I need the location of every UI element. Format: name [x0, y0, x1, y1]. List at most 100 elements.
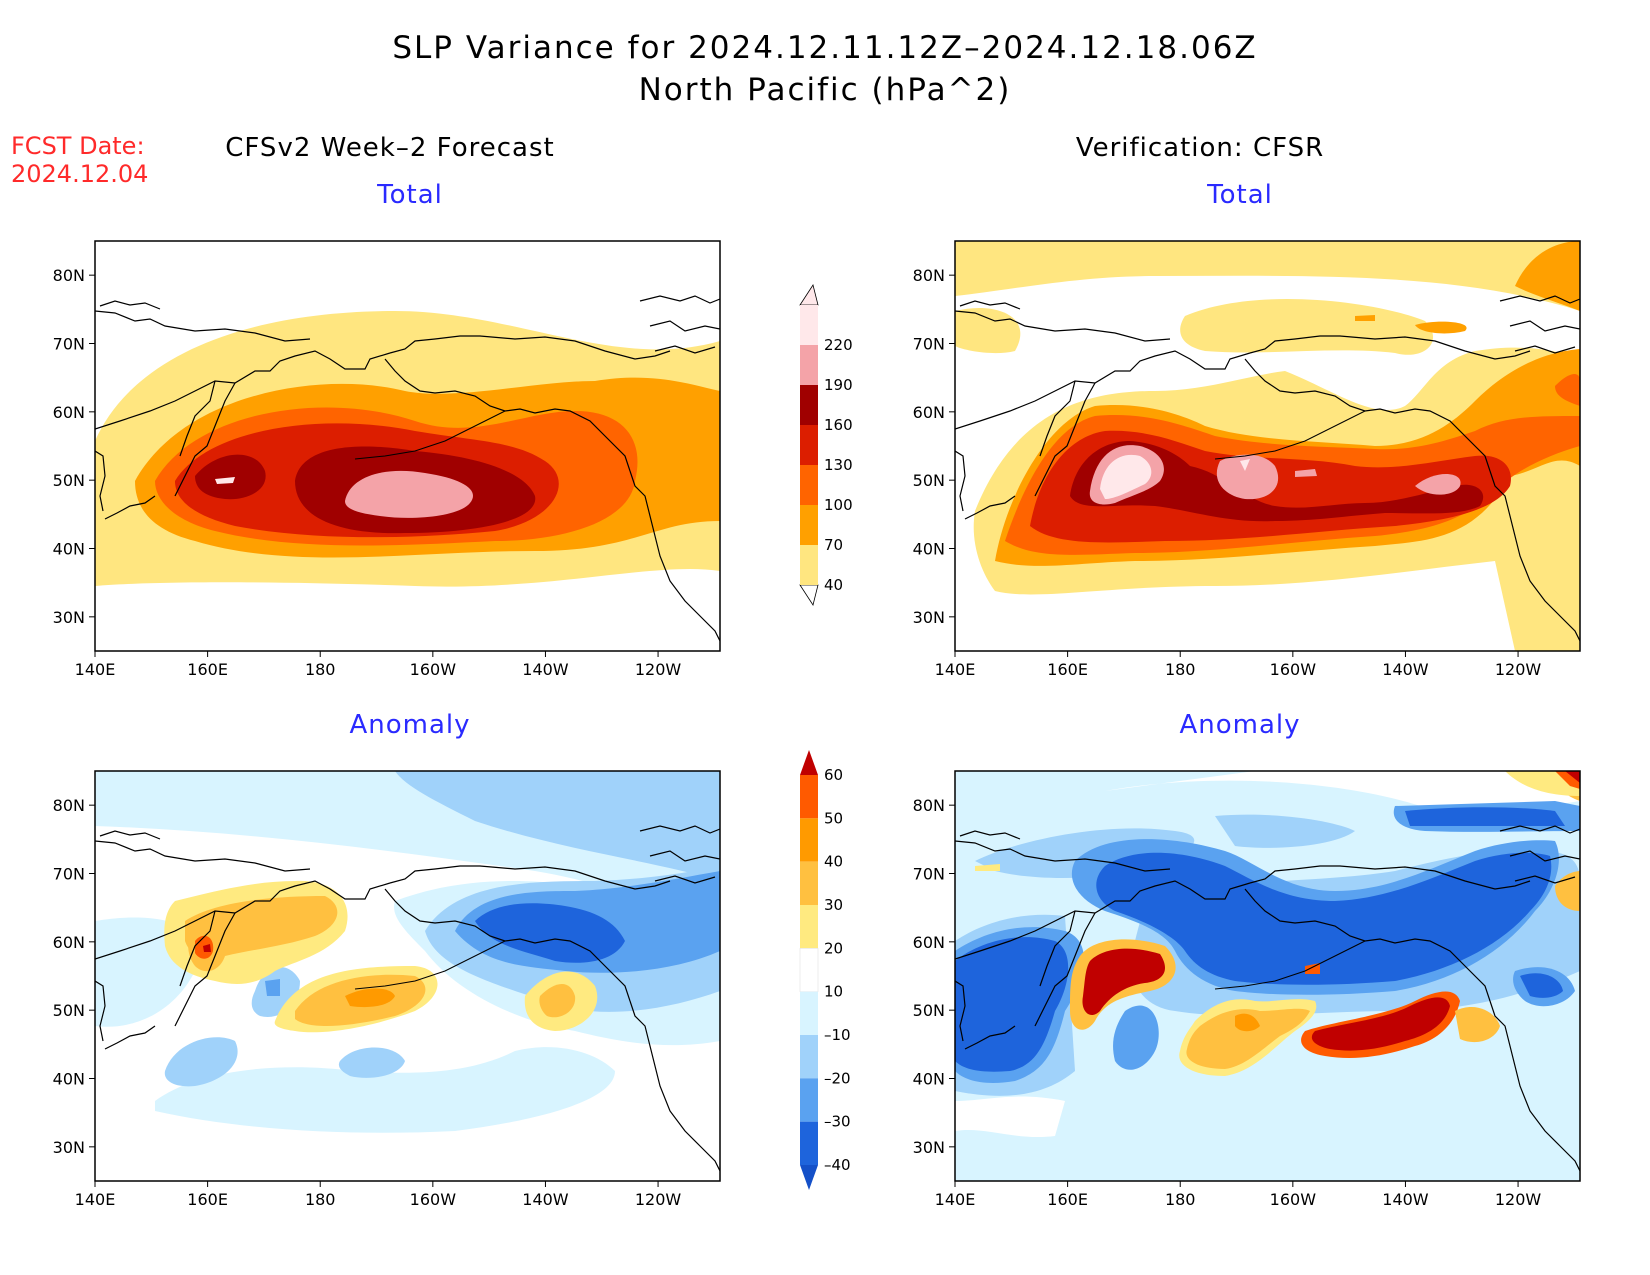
colorbar-box [800, 505, 818, 545]
lon-tick-label: 180 [305, 660, 336, 679]
map-frame [94, 240, 721, 652]
lat-tick-label: 80N [53, 796, 85, 815]
lat-tick-label: 60N [913, 403, 945, 422]
lat-tick-label: 30N [53, 608, 85, 627]
lon-tick-label: 140E [935, 1190, 976, 1209]
fcst-date-label: FCST Date: [11, 132, 145, 160]
lat-tick-label: 60N [53, 933, 85, 952]
colorbar-box [800, 991, 818, 1035]
panel-subtitle-verif-total: Total [1207, 180, 1273, 210]
colorbar-box [800, 861, 818, 905]
colorbar-level-label: 20 [824, 939, 843, 957]
lat-tick-label: 30N [53, 1138, 85, 1157]
lon-tick-label: 140E [935, 660, 976, 679]
lat-tick-label: 80N [913, 796, 945, 815]
lon-tick-label: 160W [410, 660, 457, 679]
lat-tick-label: 40N [913, 1070, 945, 1089]
lat-tick-label: 70N [913, 865, 945, 884]
map-frame [954, 770, 1581, 1182]
lon-tick-label: 140W [522, 1190, 569, 1209]
lat-tick-label: 30N [913, 608, 945, 627]
lat-tick-label: 80N [913, 266, 945, 285]
map-panel-verif-total [954, 240, 1581, 652]
colorbar-box [800, 818, 818, 862]
colorbar-level-label: –10 [824, 1026, 851, 1044]
lat-tick-label: 70N [53, 335, 85, 354]
lon-tick-label: 140E [75, 1190, 116, 1209]
panel-subtitle-fcst-anomaly: Anomaly [349, 710, 471, 740]
colorbar-end-high [799, 284, 819, 306]
map-panel-fcst-anomaly [94, 770, 721, 1182]
chart-subtitle-region: North Pacific (hPa^2) [638, 72, 1012, 108]
colorbar-box [800, 465, 818, 505]
lon-tick-label: 120W [635, 660, 682, 679]
axes-layer: 80N 70N 60N 50N 40N 30N 140E 160E 180 160W 140W 120… [53, 266, 1542, 1209]
panel-subtitle-fcst-total: Total [377, 180, 443, 210]
colorbar-box [800, 905, 818, 949]
colorbar-level-label: 160 [824, 416, 853, 434]
colorbar-level-label: 190 [824, 376, 853, 394]
lat-tick-label: 40N [913, 540, 945, 559]
colorbar-level-label: –30 [824, 1113, 851, 1131]
colorbar-box [800, 1035, 818, 1079]
colorbar-box [800, 1121, 818, 1165]
chart-title: SLP Variance for 2024.12.11.12Z–2024.12.… [392, 30, 1258, 66]
colorbar-box [800, 545, 818, 585]
lon-tick-label: 160W [410, 1190, 457, 1209]
lon-tick-label: 120W [1495, 1190, 1542, 1209]
fcst-date-value: 2024.12.04 [11, 160, 149, 188]
lat-tick-label: 50N [913, 471, 945, 490]
map-frame [94, 770, 721, 1182]
colorbar-box [800, 385, 818, 425]
colorbar-level-label: 220 [824, 336, 853, 354]
lat-tick-label: 50N [913, 1001, 945, 1020]
colorbar-box [800, 305, 818, 345]
lat-tick-label: 50N [53, 471, 85, 490]
lat-tick-label: 50N [53, 1001, 85, 1020]
lat-tick-label: 30N [913, 1138, 945, 1157]
lat-tick-label: 70N [53, 865, 85, 884]
colorbar-level-label: 40 [824, 853, 843, 871]
lon-tick-label: 140W [1382, 660, 1429, 679]
colorbar-level-label: 30 [824, 896, 843, 914]
lon-tick-label: 140E [75, 660, 116, 679]
map-frame [954, 240, 1581, 652]
lat-tick-label: 40N [53, 1070, 85, 1089]
lon-tick-label: 140W [522, 660, 569, 679]
colorbar-box [800, 425, 818, 465]
lat-tick-label: 60N [53, 403, 85, 422]
lon-tick-label: 160W [1270, 1190, 1317, 1209]
colorbar-box [800, 345, 818, 385]
colorbar-end-low [800, 1165, 818, 1190]
colorbar-box [800, 1078, 818, 1122]
lon-tick-label: 160E [187, 1190, 228, 1209]
colorbar-level-label: –40 [824, 1156, 851, 1174]
verification-column-title: Verification: CFSR [1075, 133, 1325, 163]
panel-subtitle-verif-anomaly: Anomaly [1179, 710, 1301, 740]
lon-tick-label: 160E [1047, 660, 1088, 679]
lon-tick-label: 160E [187, 660, 228, 679]
colorbar-end-high [800, 750, 818, 775]
lon-tick-label: 180 [305, 1190, 336, 1209]
lon-tick-label: 180 [1165, 660, 1196, 679]
forecast-column-title: CFSv2 Week–2 Forecast [225, 133, 555, 163]
colorbar-anomaly: 60 50 40 30 20 10 –10 –20 –30 –40 [799, 750, 851, 1190]
colorbar-box [799, 948, 819, 992]
lon-tick-label: 160E [1047, 1190, 1088, 1209]
lat-tick-label: 70N [913, 335, 945, 354]
colorbar-end-low [799, 584, 819, 606]
colorbar-level-label: –20 [824, 1069, 851, 1087]
colorbar-box [800, 775, 818, 819]
lat-tick-label: 40N [53, 540, 85, 559]
lon-tick-label: 120W [1495, 660, 1542, 679]
colorbar-level-label: 60 [824, 766, 843, 784]
colorbar-level-label: 50 [824, 809, 843, 827]
lon-tick-label: 180 [1165, 1190, 1196, 1209]
lon-tick-label: 140W [1382, 1190, 1429, 1209]
colorbar-total: 40 70 100 130 160 190 220 [799, 284, 853, 606]
colorbar-level-label: 130 [824, 456, 853, 474]
map-panel-verif-anomaly [954, 770, 1581, 1182]
colorbar-level-label: 70 [824, 536, 843, 554]
colorbar-level-label: 10 [824, 983, 843, 1001]
map-panel-fcst-total [94, 240, 721, 652]
